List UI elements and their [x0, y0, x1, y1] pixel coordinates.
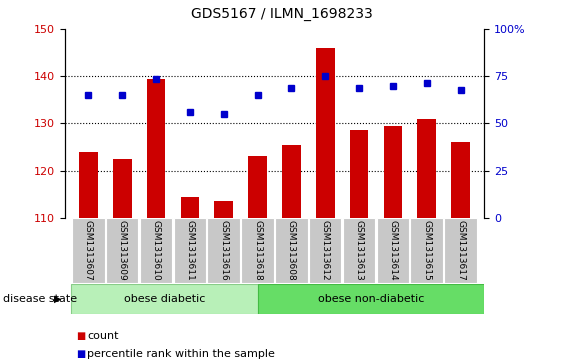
- Bar: [215, 201, 233, 218]
- Text: GSM1313608: GSM1313608: [287, 220, 296, 281]
- Text: GSM1313615: GSM1313615: [422, 220, 431, 281]
- Bar: [383, 126, 402, 218]
- Bar: [309, 218, 341, 283]
- Bar: [257, 284, 484, 314]
- Text: GSM1313614: GSM1313614: [388, 220, 397, 280]
- Bar: [79, 152, 98, 218]
- Text: obese diabetic: obese diabetic: [123, 294, 205, 304]
- Text: ■: ■: [76, 331, 85, 341]
- Text: disease state: disease state: [3, 294, 77, 304]
- Bar: [140, 218, 172, 283]
- Text: percentile rank within the sample: percentile rank within the sample: [87, 349, 275, 359]
- Text: GSM1313613: GSM1313613: [355, 220, 364, 281]
- Bar: [208, 218, 240, 283]
- Bar: [71, 284, 257, 314]
- Text: GSM1313616: GSM1313616: [219, 220, 228, 281]
- Bar: [316, 48, 334, 218]
- Bar: [248, 156, 267, 218]
- Bar: [410, 218, 443, 283]
- Text: obese non-diabetic: obese non-diabetic: [318, 294, 424, 304]
- Text: GSM1313611: GSM1313611: [185, 220, 194, 281]
- Bar: [242, 218, 274, 283]
- Bar: [282, 144, 301, 218]
- Text: ▶: ▶: [54, 294, 61, 304]
- Bar: [275, 218, 307, 283]
- Text: GDS5167 / ILMN_1698233: GDS5167 / ILMN_1698233: [191, 7, 372, 21]
- Bar: [181, 196, 199, 218]
- Text: GSM1313612: GSM1313612: [321, 220, 330, 280]
- Bar: [377, 218, 409, 283]
- Bar: [173, 218, 206, 283]
- Bar: [113, 159, 132, 218]
- Text: GSM1313618: GSM1313618: [253, 220, 262, 281]
- Bar: [417, 119, 436, 218]
- Bar: [72, 218, 105, 283]
- Text: GSM1313617: GSM1313617: [456, 220, 465, 281]
- Bar: [343, 218, 376, 283]
- Text: GSM1313610: GSM1313610: [151, 220, 160, 281]
- Text: GSM1313609: GSM1313609: [118, 220, 127, 281]
- Bar: [147, 78, 166, 218]
- Bar: [350, 130, 368, 218]
- Bar: [444, 218, 477, 283]
- Text: count: count: [87, 331, 119, 341]
- Bar: [451, 142, 470, 218]
- Bar: [106, 218, 138, 283]
- Text: ■: ■: [76, 349, 85, 359]
- Text: GSM1313607: GSM1313607: [84, 220, 93, 281]
